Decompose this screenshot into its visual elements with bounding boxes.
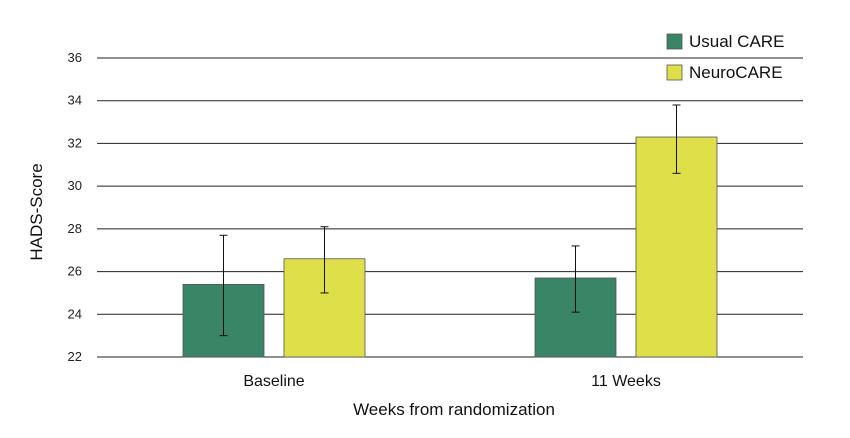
y-axis-title: HADS-Score (27, 163, 46, 260)
x-category-label: 11 Weeks (591, 373, 661, 390)
y-tick-label: 28 (68, 221, 82, 236)
x-axis-categories: Baseline 11 Weeks (243, 373, 661, 390)
legend: Usual CARE NeuroCARE (666, 32, 784, 82)
y-tick-label: 24 (68, 306, 82, 321)
y-tick-label: 34 (68, 93, 82, 108)
y-tick-label: 30 (68, 178, 82, 193)
error-bars (219, 104, 681, 337)
legend-swatch (666, 64, 683, 81)
y-axis-ticks: 22 24 26 28 30 32 34 36 (68, 50, 82, 364)
legend-label: Usual CARE (689, 32, 784, 51)
y-tick-label: 26 (68, 264, 82, 279)
x-axis-title: Weeks from randomization (353, 400, 555, 419)
y-tick-label: 36 (68, 50, 82, 65)
legend-swatch (666, 33, 683, 50)
bar (635, 136, 718, 358)
y-tick-label: 32 (68, 135, 82, 150)
legend-label: NeuroCARE (689, 63, 783, 82)
bars (182, 136, 718, 358)
y-tick-label: 22 (68, 349, 82, 364)
x-category-label: Baseline (243, 373, 304, 390)
